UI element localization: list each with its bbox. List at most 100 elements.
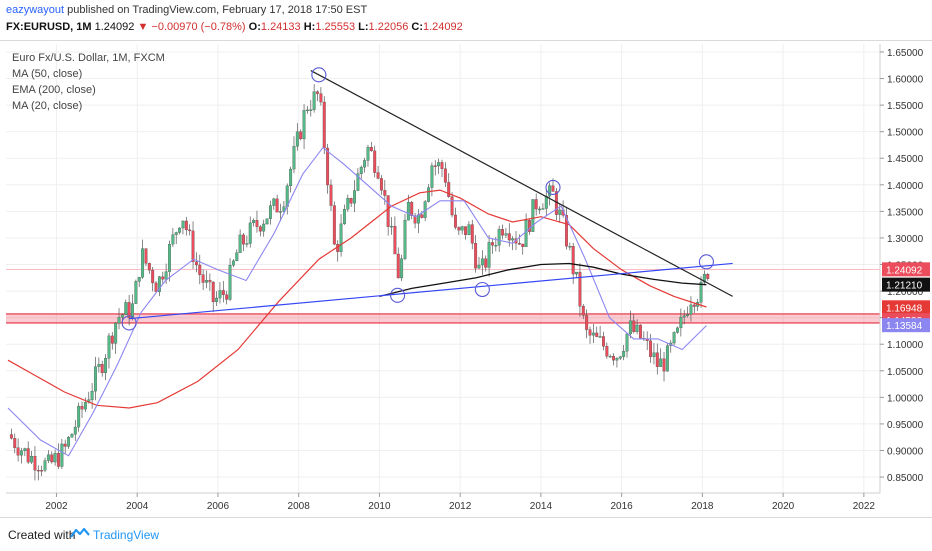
price-label-bg-4 (882, 318, 930, 333)
candle-body (356, 173, 360, 191)
price-label-2: 1.16948 (886, 303, 923, 314)
candle-body (363, 160, 367, 168)
candle-body (480, 258, 484, 266)
candle-body (672, 332, 676, 344)
candle-body (494, 245, 498, 247)
price-chart[interactable]: 1.65000 1.60000 1.55000 1.50000 1.45000 1.400… (0, 40, 932, 516)
candle-body (30, 455, 34, 463)
candle-body (9, 434, 13, 439)
chart-legend: Euro Fx/U.S. Dollar, 1M, FXCM MA (50, cl… (12, 50, 165, 114)
candle-body (178, 227, 182, 233)
candle-body (511, 238, 515, 241)
y-tick-label-3: 1.50000 (887, 128, 924, 139)
candle-body (571, 246, 575, 275)
candle-body (13, 438, 17, 448)
y-tick-label-7: 1.30000 (887, 234, 924, 245)
x-tick-label-1: 2004 (126, 501, 149, 512)
candle-body (491, 242, 494, 246)
candle-body (359, 166, 363, 174)
candle-body (591, 332, 595, 336)
candle-body (665, 345, 669, 372)
open-value: 1.24133 (260, 21, 301, 33)
candle-body (205, 280, 208, 283)
candle-body (188, 229, 192, 232)
candle-body (154, 282, 158, 292)
legend-ema200[interactable]: EMA (200, close) (12, 84, 96, 96)
candle-body (57, 453, 60, 467)
candle-body (302, 110, 306, 140)
candle-body (309, 109, 313, 111)
candle-body (487, 242, 491, 268)
legend-ma50[interactable]: MA (50, close) (12, 68, 83, 80)
x-tick-label-8: 2018 (691, 501, 714, 512)
candle-body (131, 303, 134, 319)
candles (9, 84, 710, 481)
high-value: 1.25553 (315, 21, 356, 33)
candle-body (289, 168, 293, 187)
candle-body (353, 190, 356, 204)
candle-body (171, 234, 175, 245)
touch-circle-3 (474, 281, 490, 298)
candle-body (410, 202, 414, 216)
candle-body (258, 226, 262, 232)
candle-body (534, 199, 538, 210)
candle-body (676, 327, 679, 333)
price-label-4: 1.13584 (886, 321, 923, 332)
candle-body (60, 443, 64, 467)
author-link[interactable]: eazywayout (6, 4, 65, 16)
candle-body (43, 460, 47, 471)
ema200-line (379, 262, 707, 298)
candle-body (272, 198, 276, 206)
candle-body (151, 269, 155, 284)
candle-body (551, 185, 555, 192)
y-tick-label-1: 1.60000 (887, 75, 924, 86)
candle-body (63, 443, 67, 447)
candle-body (16, 447, 20, 456)
candle-body (437, 162, 441, 167)
candle-body (295, 131, 299, 147)
candle-body (174, 232, 178, 235)
candle-body (144, 248, 148, 264)
chart-area[interactable]: 1.65000 1.60000 1.55000 1.50000 1.45000 1.400… (0, 40, 932, 516)
candle-body (110, 335, 114, 344)
candle-body (531, 199, 535, 232)
candle-body (659, 358, 663, 367)
publish-line: eazywayout published on TradingView.com,… (6, 4, 367, 16)
candle-body (702, 274, 706, 283)
candle-body (460, 226, 464, 231)
candle-body (114, 322, 118, 344)
price-label-bg-1 (882, 277, 930, 292)
legend-ma20[interactable]: MA (20, close) (12, 100, 83, 112)
candle-body (682, 315, 686, 318)
candle-body (598, 336, 602, 338)
candle-body (77, 405, 81, 428)
candle-body (689, 304, 693, 315)
candle-body (524, 220, 528, 247)
candle-body (639, 324, 642, 339)
candle-body (420, 214, 424, 218)
candle-body (46, 454, 50, 461)
candle-body (107, 335, 111, 359)
tradingview-brand-link[interactable]: TradingView (93, 528, 160, 542)
candle-body (299, 131, 303, 140)
candle-body (268, 205, 272, 219)
candle-body (578, 271, 582, 307)
candle-body (279, 211, 282, 213)
candle-body (194, 261, 198, 266)
candle-body (208, 280, 212, 283)
candle-body (20, 450, 23, 456)
candle-body (262, 223, 266, 232)
candle-body (26, 448, 30, 463)
candle-body (521, 243, 525, 247)
candle-body (33, 455, 37, 471)
price-change: ▼ −0.00970 (−0.78%) (137, 21, 246, 33)
x-tick-label-2: 2006 (207, 501, 230, 512)
tradingview-logo-icon[interactable] (70, 526, 90, 540)
candle-body (501, 229, 504, 236)
candle-body (595, 332, 599, 337)
candle-body (612, 355, 616, 361)
candle-body (450, 196, 454, 216)
candle-body (662, 358, 666, 372)
candle-body (316, 91, 319, 94)
candle-body (628, 320, 632, 335)
